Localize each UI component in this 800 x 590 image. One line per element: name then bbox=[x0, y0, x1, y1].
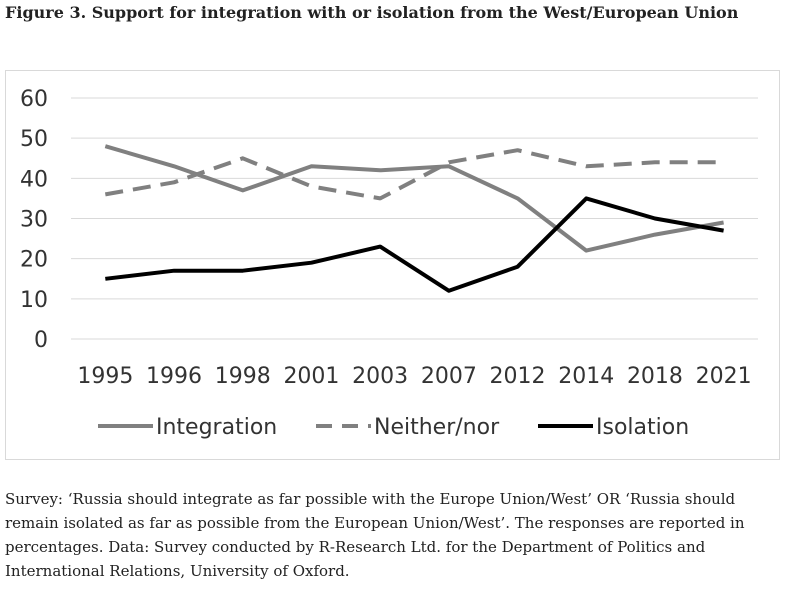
legend-label: Integration bbox=[156, 415, 277, 440]
x-tick-label: 1996 bbox=[146, 364, 202, 389]
series-lines bbox=[104, 144, 724, 293]
series-line-isolation bbox=[105, 196, 724, 293]
x-tick-label: 2007 bbox=[421, 364, 477, 389]
x-tick-label: 2012 bbox=[490, 364, 546, 389]
y-tick-label: 40 bbox=[20, 167, 48, 192]
y-tick-label: 20 bbox=[20, 248, 48, 273]
y-tick-label: 30 bbox=[20, 208, 48, 233]
figure-caption: Survey: ‘Russia should integrate as far … bbox=[5, 490, 745, 580]
x-axis-ticks: 1995 1996 1998 2001 2003 2007 2012 2014 2018 2021 bbox=[77, 364, 751, 389]
legend-label: Isolation bbox=[596, 415, 689, 440]
y-tick-label: 10 bbox=[20, 288, 48, 313]
series-line-neither-nor bbox=[104, 148, 724, 201]
x-tick-label: 2001 bbox=[283, 364, 339, 389]
x-tick-label: 2014 bbox=[558, 364, 614, 389]
gridlines bbox=[71, 97, 758, 340]
y-tick-label: 0 bbox=[34, 328, 48, 353]
y-tick-label: 50 bbox=[20, 127, 48, 152]
x-tick-label: 1998 bbox=[215, 364, 271, 389]
x-tick-label: 2003 bbox=[352, 364, 408, 389]
y-tick-label: 60 bbox=[20, 87, 48, 112]
series-line-integration bbox=[104, 144, 724, 253]
legend-label: Neither/nor bbox=[374, 415, 500, 440]
x-tick-label: 2018 bbox=[627, 364, 683, 389]
chart-frame: 0 10 20 30 40 50 60 1995 1996 1998 2001 2003 2007 20… bbox=[5, 70, 780, 460]
x-tick-label: 1995 bbox=[77, 364, 133, 389]
figure-title: Figure 3. Support for integration with o… bbox=[5, 3, 739, 22]
legend: Integration Neither/nor Isolation bbox=[98, 415, 689, 440]
x-tick-label: 2021 bbox=[696, 364, 752, 389]
line-chart: 0 10 20 30 40 50 60 1995 1996 1998 2001 2003 2007 20… bbox=[20, 87, 758, 440]
y-axis-ticks: 0 10 20 30 40 50 60 bbox=[20, 87, 48, 353]
